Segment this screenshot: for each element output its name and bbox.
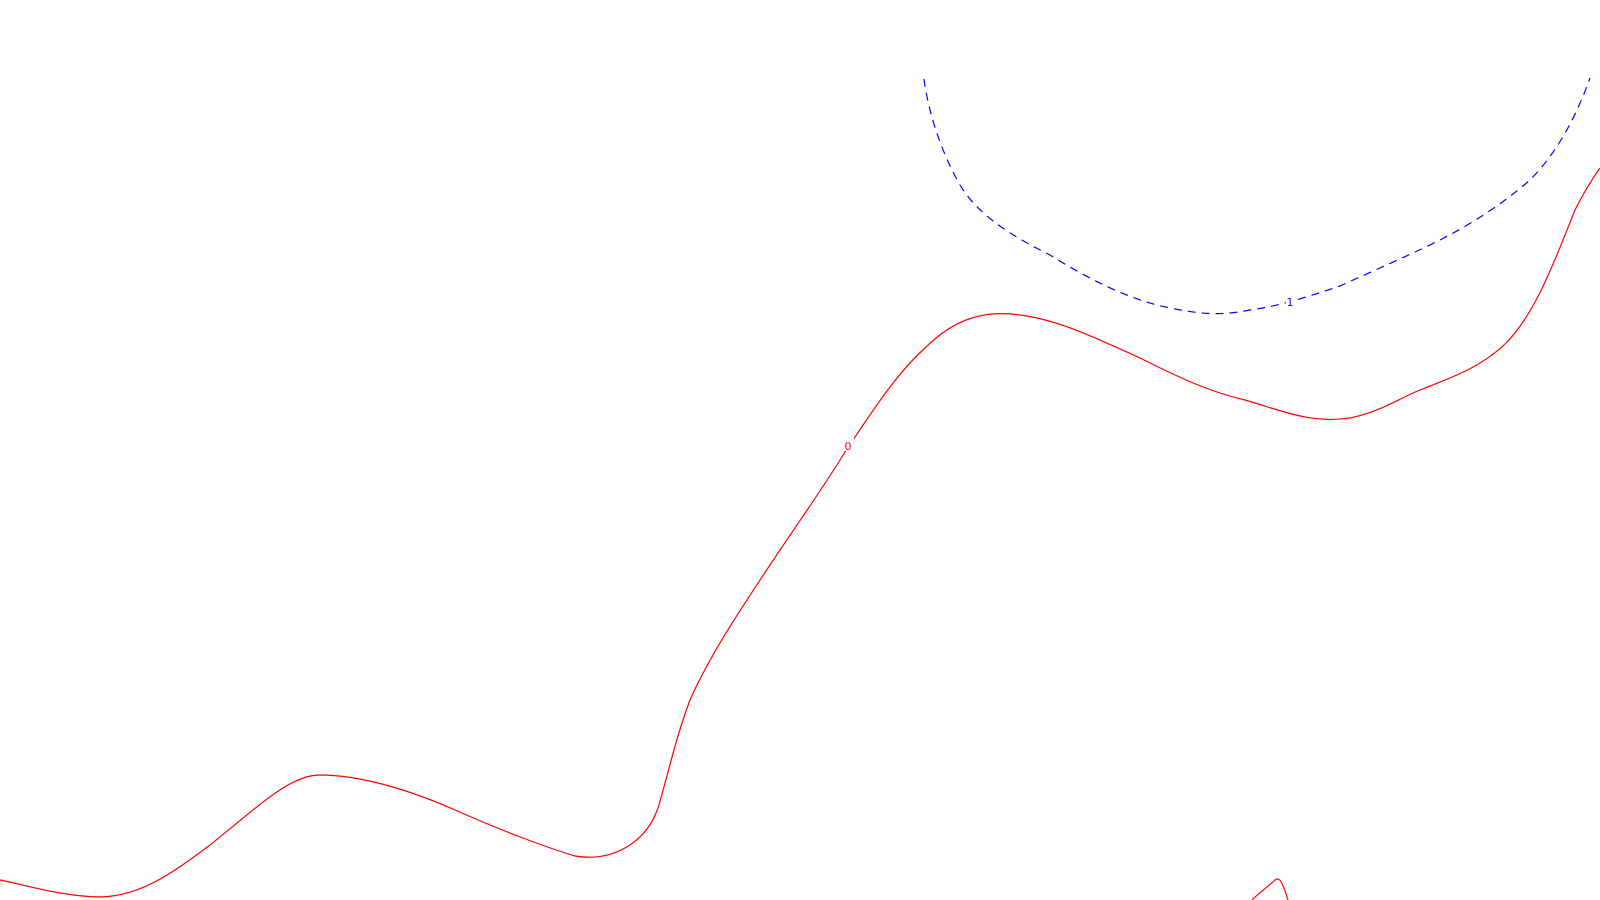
contour-line-fragment (1251, 878, 1289, 900)
contour-label-0-mask (844, 438, 854, 451)
contour-line-0 (0, 167, 1600, 898)
contour-line-1 (923, 77, 1591, 315)
contour-label-1: 1 (1287, 296, 1294, 309)
contour-label-0: 0 (845, 440, 852, 453)
contour-label-1-mask (1286, 294, 1296, 307)
